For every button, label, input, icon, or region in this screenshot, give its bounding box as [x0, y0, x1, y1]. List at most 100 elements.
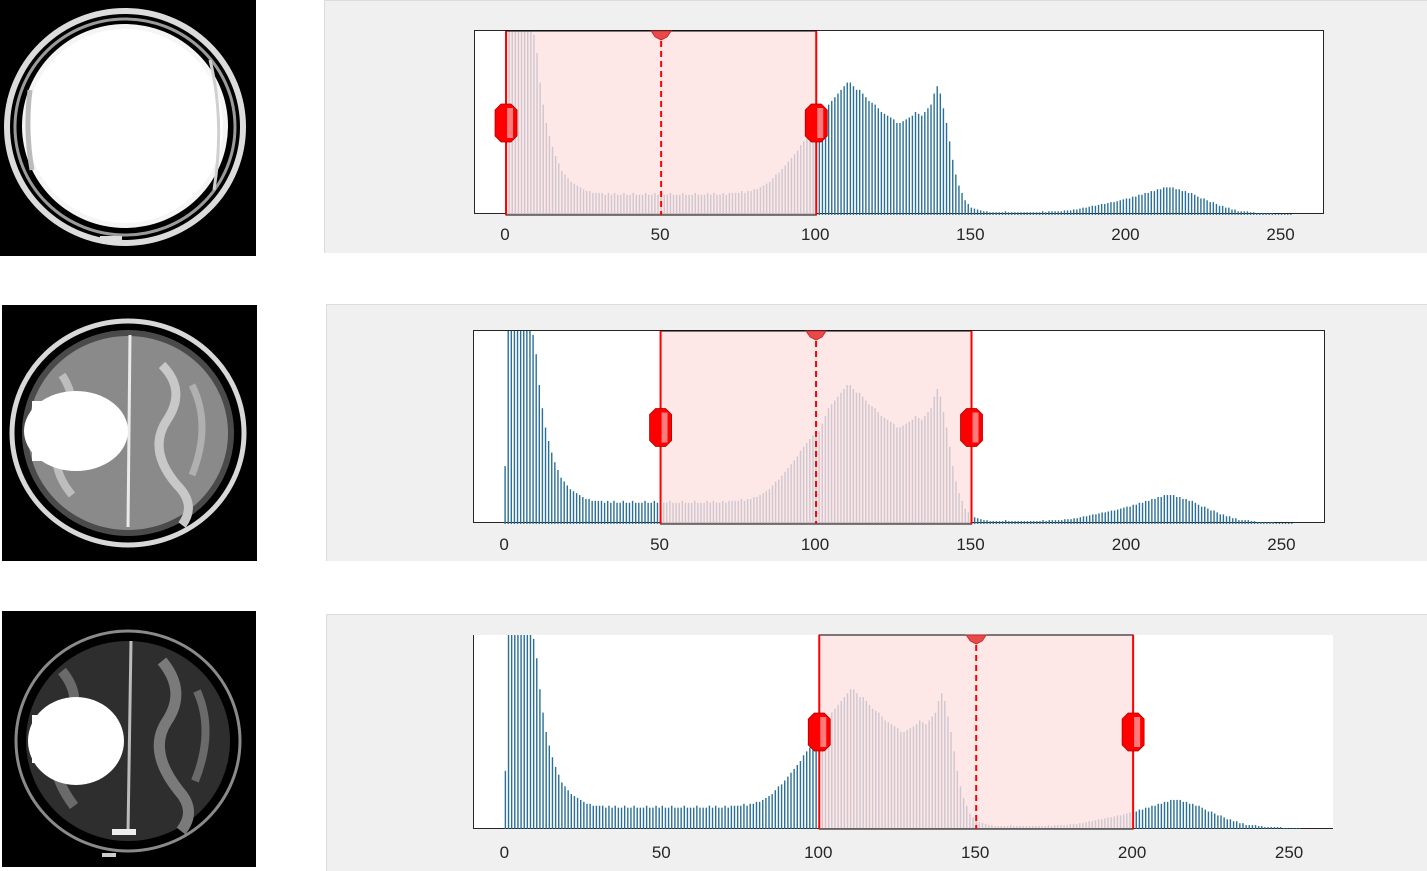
- histogram-bar: [514, 635, 516, 829]
- histogram-chart[interactable]: [474, 634, 1334, 830]
- histogram-bar: [840, 89, 842, 215]
- histogram-bar: [523, 635, 525, 829]
- histogram-bar: [1290, 214, 1292, 215]
- histogram-bar: [1239, 823, 1241, 829]
- histogram-bar: [921, 115, 923, 215]
- histogram-bar: [858, 89, 861, 215]
- histogram-bar: [1079, 517, 1082, 525]
- histogram-bar: [886, 115, 889, 215]
- histogram-panel: 0 50 100 150 200 250: [324, 0, 1427, 253]
- window-level-handle-icon[interactable]: [807, 712, 831, 752]
- x-tick-label: 250: [1267, 535, 1296, 554]
- histogram-axes: [473, 634, 1334, 830]
- histogram-bar: [733, 805, 736, 829]
- histogram-bar: [802, 755, 805, 829]
- histogram-bar: [815, 739, 817, 829]
- histogram-bar: [896, 123, 898, 215]
- histogram-bar: [1172, 187, 1174, 215]
- handle-highlight: [817, 108, 824, 138]
- histogram-bar: [855, 89, 858, 215]
- histogram-bar: [576, 797, 579, 829]
- histogram-bar: [952, 159, 954, 215]
- window-center-marker-icon[interactable]: [650, 30, 672, 41]
- histogram-chart[interactable]: [475, 30, 1325, 216]
- histogram-bar: [1242, 823, 1244, 829]
- histogram-bar: [689, 807, 692, 829]
- histogram-bar: [914, 111, 917, 215]
- histogram-bar: [865, 97, 867, 215]
- handle-highlight: [820, 717, 827, 747]
- histogram-chart[interactable]: [474, 330, 1326, 525]
- window-center-marker-icon[interactable]: [805, 330, 827, 341]
- window-level-handle-icon[interactable]: [494, 103, 518, 143]
- histogram-bar: [942, 108, 945, 215]
- histogram-bar: [980, 519, 982, 525]
- histogram-bar: [787, 776, 789, 829]
- histogram-bar: [983, 520, 985, 524]
- x-tick-label: 200: [1111, 225, 1140, 244]
- window-level-handle-icon[interactable]: [649, 408, 672, 447]
- histogram-bar: [995, 212, 997, 215]
- histogram-bar: [740, 805, 742, 829]
- window-center-marker-icon[interactable]: [965, 634, 987, 645]
- histogram-bar: [539, 689, 541, 829]
- histogram-bar: [755, 801, 758, 829]
- histogram-bar: [936, 86, 938, 215]
- histogram-bar: [762, 799, 764, 829]
- histogram-bar: [597, 500, 600, 524]
- histogram-bar: [1088, 206, 1090, 215]
- window-level-handle-icon[interactable]: [804, 103, 828, 143]
- histogram-bar: [1190, 192, 1193, 215]
- histogram-bar: [588, 498, 590, 524]
- histogram-bar: [1266, 522, 1268, 524]
- histogram-bar: [1007, 212, 1010, 215]
- histogram-bar: [1287, 214, 1289, 215]
- histogram-bar: [1179, 496, 1181, 524]
- histogram-bar: [899, 123, 901, 215]
- histogram-bar: [603, 502, 606, 524]
- histogram-bar: [1054, 520, 1057, 524]
- histogram-bar: [1097, 204, 1100, 215]
- histogram-bar: [1067, 519, 1069, 525]
- histogram-bar: [1104, 512, 1106, 524]
- histogram-bar: [627, 807, 629, 829]
- histogram-bar: [977, 518, 979, 524]
- histogram-bar: [1011, 521, 1013, 524]
- histogram-bar: [671, 805, 673, 829]
- histogram-bar: [1192, 803, 1194, 829]
- histogram-bar: [600, 500, 603, 524]
- histogram-bar: [1113, 202, 1115, 215]
- histogram-bar: [1023, 521, 1026, 524]
- histogram-bar: [1218, 205, 1221, 215]
- histogram-bar: [771, 794, 773, 829]
- histogram-bar: [1251, 825, 1254, 829]
- histogram-bar: [1116, 509, 1119, 524]
- window-level-handle-icon[interactable]: [960, 408, 983, 447]
- histogram-bar: [1054, 211, 1056, 215]
- histogram-bar: [1004, 211, 1007, 215]
- histogram-bar: [1156, 189, 1159, 215]
- histogram-bar: [1210, 811, 1213, 829]
- handle-highlight: [972, 412, 979, 443]
- histogram-bar: [1263, 522, 1265, 524]
- x-tick-label: 150: [961, 843, 990, 862]
- histogram-bar: [1194, 194, 1196, 215]
- histogram-bar: [647, 502, 649, 524]
- histogram-bar: [736, 805, 739, 829]
- histogram-bar: [601, 805, 604, 829]
- histogram-bar: [1280, 214, 1283, 215]
- histogram-bar: [1226, 819, 1228, 829]
- histogram-bar: [551, 757, 554, 829]
- histogram-bar: [1122, 199, 1125, 215]
- histogram-bar: [532, 638, 535, 829]
- histogram-bar: [1039, 521, 1041, 524]
- histogram-bar: [1141, 194, 1143, 215]
- histogram-bar: [611, 807, 613, 829]
- brain-mri-image: [0, 0, 256, 256]
- histogram-bar: [560, 477, 562, 524]
- histogram-bar: [1163, 801, 1166, 829]
- histogram-bar: [1151, 805, 1153, 829]
- histogram-bar: [1064, 519, 1066, 525]
- histogram-bar: [1119, 200, 1121, 215]
- window-level-handle-icon[interactable]: [1121, 712, 1145, 752]
